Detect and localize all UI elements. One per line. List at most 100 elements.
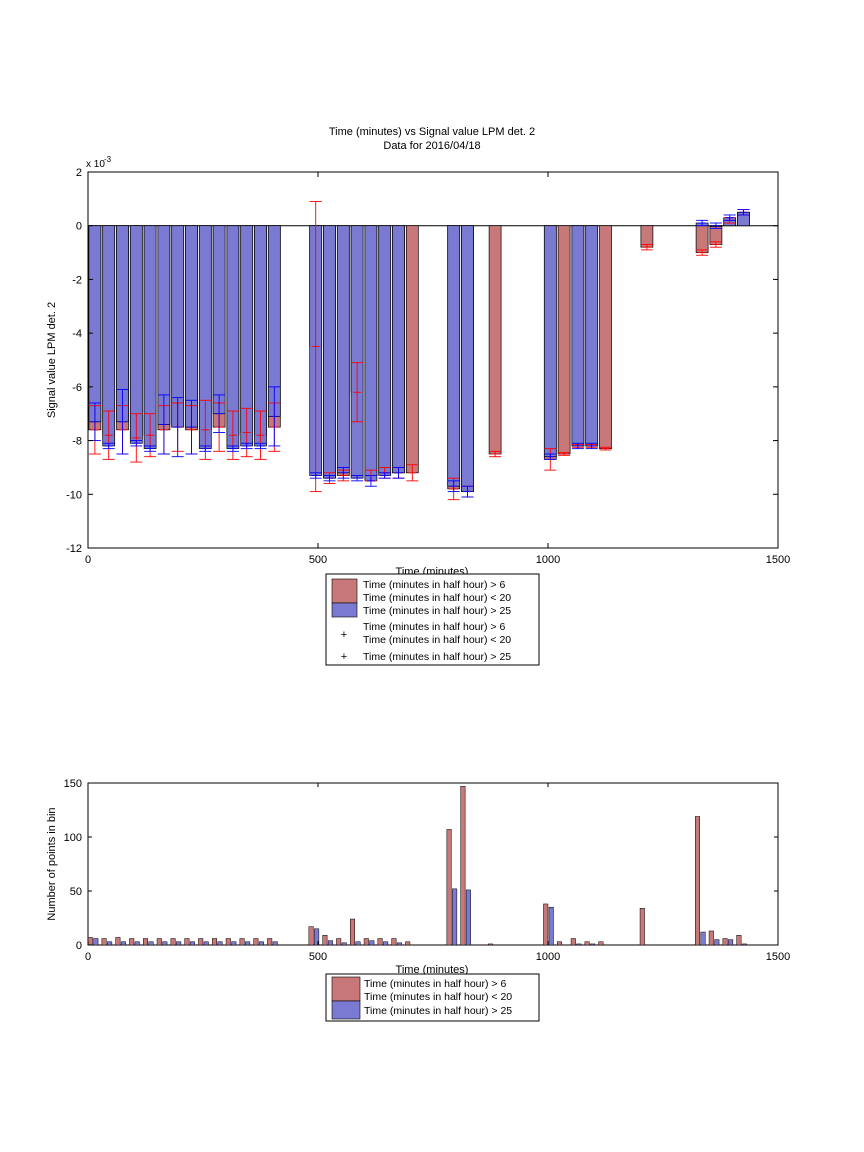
count-bar-blue <box>258 941 264 946</box>
bar-red <box>405 225 419 474</box>
y-tick-label: 0 <box>76 940 82 952</box>
legend-entry: Time (minutes in half hour) > 6 <box>364 978 506 990</box>
x-tick-label: 1000 <box>536 554 560 566</box>
errorbar-red <box>558 452 571 456</box>
errorbar-blue <box>544 453 557 460</box>
count-bar-blue <box>272 941 278 946</box>
bar-red <box>557 225 571 455</box>
bar-red <box>695 225 709 253</box>
errorbar-blue <box>364 475 377 487</box>
count-bar-red <box>156 938 162 946</box>
legend-entry: Time (minutes in half hour) > 6 <box>363 579 505 591</box>
count-bar-blue <box>93 938 99 946</box>
x-tick-label: 1000 <box>536 951 560 963</box>
count-bar-red <box>488 943 493 946</box>
legend-swatch-red <box>331 578 358 604</box>
count-chart: 0 500 1000 1500 0 50 100 150 Time (minutes) Nu… <box>46 778 790 1022</box>
y-ticks: -12 -10 -8 -6 -4 -2 0 2 <box>66 167 778 555</box>
errorbar-red <box>351 362 364 423</box>
count-bar-blue <box>452 888 458 946</box>
count-bar-red <box>736 935 742 946</box>
count-bar-red <box>87 937 93 946</box>
count-bar-red <box>101 938 107 946</box>
count-bar-blue <box>383 941 389 946</box>
errorbar-blue <box>116 389 129 455</box>
count-bar-blue <box>548 906 554 946</box>
errorbar-blue <box>392 466 405 479</box>
bar-blue <box>543 225 557 458</box>
count-bar-red <box>129 938 135 946</box>
count-bar-blue <box>355 941 361 946</box>
errorbar-red <box>309 201 322 493</box>
signal-chart: Time (minutes) vs Signal value LPM det. … <box>46 126 790 666</box>
errorbar-blue <box>213 394 226 433</box>
errorbar-blue <box>709 222 722 229</box>
count-bar-red <box>695 816 700 946</box>
bar-red <box>488 225 502 455</box>
y-tick-label: -12 <box>66 543 82 555</box>
legend-entry: Time (minutes in half hour) > 25 <box>364 1005 512 1017</box>
count-bar-blue <box>162 941 168 946</box>
bar-blue <box>212 225 226 415</box>
y-axis-label: Signal value LPM det. 2 <box>46 302 58 418</box>
errorbar-red <box>102 410 115 460</box>
y-tick-label: 100 <box>64 832 82 844</box>
errorbar-red <box>489 450 502 458</box>
bar-blue <box>129 225 143 444</box>
x-tick-label: 1500 <box>766 554 790 566</box>
bar-blue <box>461 225 474 492</box>
count-bar-blue <box>327 940 333 946</box>
count-bar-blue <box>120 941 126 946</box>
errorbar-red <box>709 241 722 248</box>
count-bar-red <box>308 926 314 946</box>
legend-entry: Time (minutes in half hour) < 20 <box>363 634 511 646</box>
legend-marker-blue: + <box>341 651 347 663</box>
count-bar-red <box>350 918 355 946</box>
count-bar-blue <box>714 939 720 946</box>
legend-marker-red: + <box>341 629 347 641</box>
y-tick-label: -4 <box>72 328 82 340</box>
errorbar-blue <box>226 445 239 452</box>
count-bar-blue <box>203 941 209 946</box>
errorbar-blue <box>461 485 474 498</box>
x-tick-label: 0 <box>85 951 91 963</box>
count-bar-blue <box>741 943 747 946</box>
errorbar-blue <box>447 480 460 493</box>
errorbar-red <box>254 410 267 460</box>
y-tick-label: -8 <box>72 436 82 448</box>
y-tick-label: -6 <box>72 382 82 394</box>
count-bar-red <box>543 903 549 946</box>
errorbar-red <box>144 413 157 458</box>
y-tick-label: 50 <box>70 886 82 898</box>
legend-entry: Time (minutes in half hour) < 20 <box>363 592 511 604</box>
count-bar-blue <box>217 941 223 946</box>
legend-entry: Time (minutes in half hour) > 25 <box>363 651 511 663</box>
count-bar-red <box>570 938 576 946</box>
errorbar-blue <box>268 386 281 447</box>
errorbar-red <box>640 244 653 251</box>
legend-swatch-blue <box>331 1000 361 1020</box>
errorbar-blue <box>737 209 750 216</box>
bar-blue <box>571 225 585 447</box>
legend: Time (minutes in half hour) > 6 Time (mi… <box>325 573 540 666</box>
count-bar-red <box>557 941 562 946</box>
count-bar-red <box>184 938 190 946</box>
errorbar-blue <box>723 214 736 221</box>
bar-series-group <box>87 785 747 946</box>
y-tick-label: 150 <box>64 778 82 790</box>
count-bar-red <box>253 938 259 946</box>
bar-blue <box>336 225 350 474</box>
count-bar-red <box>336 938 342 946</box>
x-tick-label: 0 <box>85 554 91 566</box>
bar-red <box>599 225 612 449</box>
errorbar-blue <box>337 466 350 479</box>
bar-blue <box>323 225 336 479</box>
count-bar-red <box>722 938 728 946</box>
legend-box <box>325 973 540 1022</box>
y-tick-label: -2 <box>72 274 82 286</box>
count-bar-red <box>391 938 397 946</box>
y-tick-label: 2 <box>76 167 82 179</box>
count-bar-red <box>198 938 204 946</box>
errorbar-blue <box>130 440 143 447</box>
bar-blue <box>88 225 102 423</box>
